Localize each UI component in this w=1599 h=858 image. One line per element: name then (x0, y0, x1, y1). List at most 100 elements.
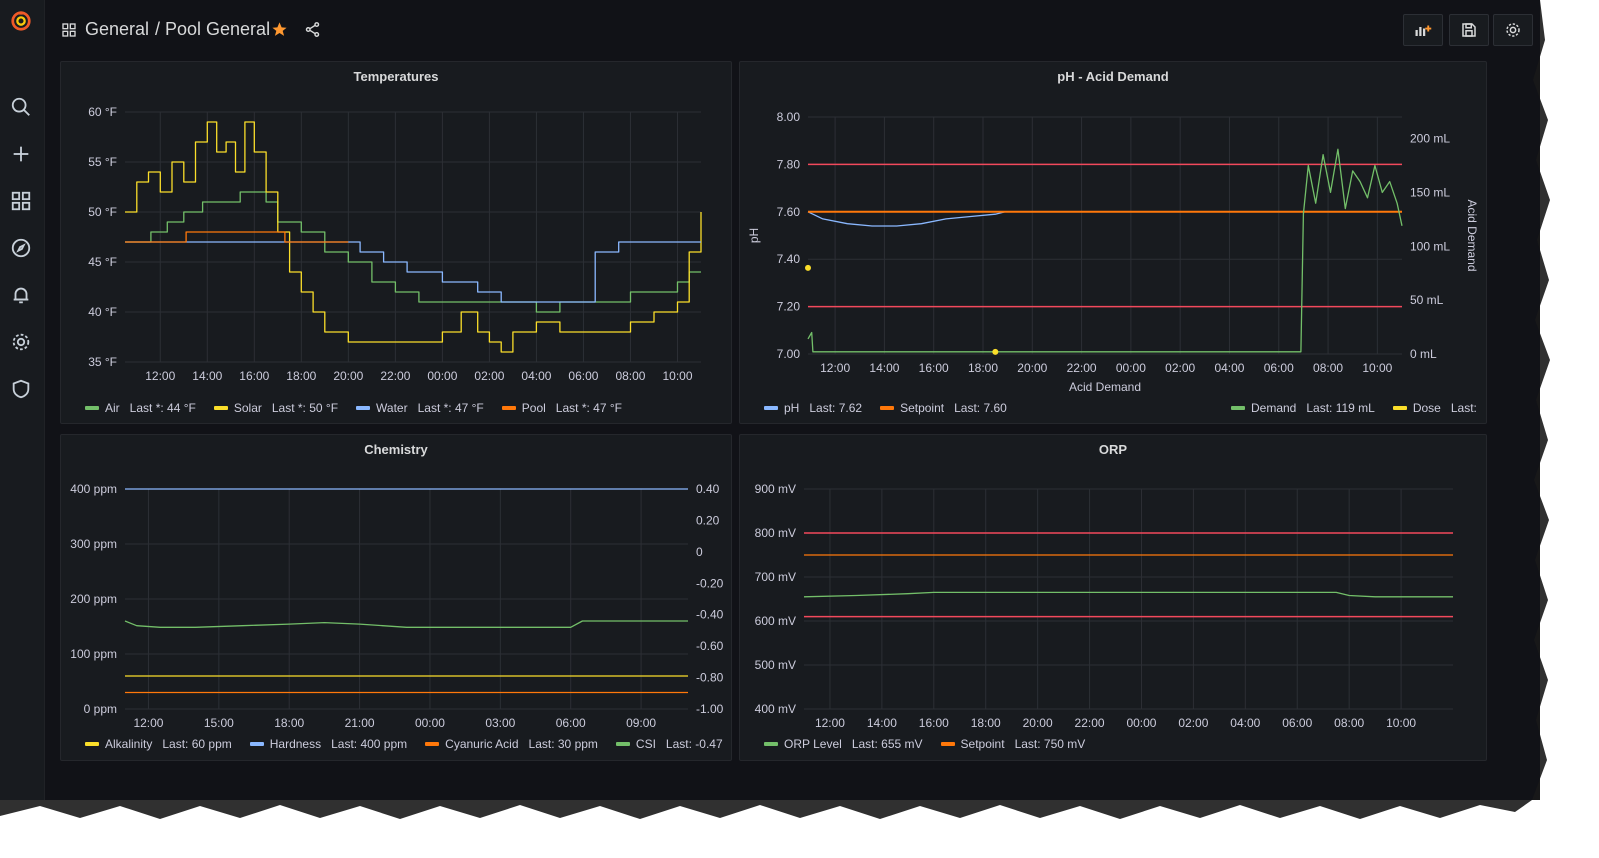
x-axis-label: Acid Demand (1069, 380, 1141, 394)
save-dashboard-button[interactable] (1449, 14, 1489, 46)
configuration-icon[interactable] (8, 329, 34, 355)
y2-axis-label: Acid Demand (1465, 199, 1479, 271)
legend-item-water[interactable]: Water Last *: 47 °F (356, 401, 484, 415)
legend-name: Setpoint (900, 401, 945, 415)
y2-tick-label: 0 mL (1410, 347, 1437, 361)
legend-last: Last *: 47 °F (555, 401, 622, 415)
legend-swatch (85, 742, 99, 746)
alerting-icon[interactable] (8, 282, 34, 308)
x-tick-label: 02:00 (1165, 361, 1195, 375)
legend-name: ORP Level (784, 737, 842, 751)
breadcrumb-dashboard-title[interactable]: Pool General (165, 19, 271, 39)
explore-icon[interactable] (8, 235, 34, 261)
orp-chart: 400 mV 500 mV 600 mV 700 mV 800 mV 900 mV 12:0… (755, 482, 1453, 730)
legend-item-setpoint[interactable]: Setpoint Last: 750 mV (940, 737, 1086, 751)
add-panel-icon (1415, 25, 1432, 36)
legend-item-pool[interactable]: Pool Last *: 47 °F (501, 401, 622, 415)
legend-name: Setpoint (960, 737, 1005, 751)
x-tick-label: 16:00 (919, 361, 949, 375)
y2-tick-label: -0.20 (696, 576, 724, 590)
shield-icon[interactable] (8, 376, 34, 402)
legend-name: Water (376, 401, 408, 415)
chemistry-panel[interactable]: Chemistry 0 ppm 100 ppm 200 ppm 300 ppm 400 … (60, 434, 732, 761)
y-tick-label: 60 °F (88, 105, 117, 119)
y-tick-label: 200 ppm (70, 592, 117, 606)
x-tick-label: 10:00 (1362, 361, 1392, 375)
legend-swatch (940, 742, 955, 746)
x-tick-label: 20:00 (1023, 716, 1053, 730)
x-tick-label: 12:00 (815, 716, 845, 730)
legend-item-air[interactable]: Air Last *: 44 °F (85, 401, 196, 415)
legend-name: pH (784, 401, 800, 415)
x-tick-label: 04:00 (1230, 716, 1260, 730)
legend-item-demand[interactable]: Demand Last: 119 mL (1231, 401, 1375, 415)
y-tick-label: 900 mV (755, 482, 796, 496)
legend-swatch (764, 406, 778, 410)
temperatures-panel[interactable]: Temperatures 35 °F 40 °F 45 °F 50 °F 55 °F 60… (60, 61, 732, 424)
dose-point (992, 348, 999, 355)
x-tick-label: 14:00 (867, 716, 897, 730)
y-tick-label: 300 ppm (70, 537, 117, 551)
star-icon[interactable] (271, 21, 288, 38)
x-tick-label: 16:00 (239, 369, 269, 383)
legend-item-dose[interactable]: Dose Last: (1392, 401, 1477, 415)
legend-swatch (615, 742, 630, 746)
legend-name: Air (105, 401, 120, 415)
dashboard-grid-icon (62, 23, 76, 37)
legend-item-hardness[interactable]: Hardness Last: 400 ppm (249, 737, 407, 751)
x-tick-label: 06:00 (568, 369, 598, 383)
x-tick-label: 00:00 (1116, 361, 1146, 375)
plus-icon[interactable] (8, 141, 34, 167)
y-tick-label: 55 °F (88, 155, 117, 169)
x-tick-label: 22:00 (380, 369, 410, 383)
series-orp-level (803, 591, 1453, 598)
x-tick-label: 18:00 (968, 361, 998, 375)
breadcrumb-folder[interactable]: General (85, 19, 150, 39)
legend-last: Last: 655 mV (851, 737, 923, 751)
y-tick-label: 0 ppm (84, 702, 117, 716)
legend-swatch (1392, 406, 1407, 410)
legend-item-solar[interactable]: Solar Last *: 50 °F (213, 401, 338, 415)
legend-item-csi[interactable]: CSI Last: -0.47 (615, 737, 723, 751)
legend-last: Last: 750 mV (1014, 737, 1086, 751)
x-tick-label: 22:00 (1067, 361, 1097, 375)
legend-item-setpoint[interactable]: Setpoint Last: 7.60 (880, 401, 1007, 415)
x-tick-label: 08:00 (1334, 716, 1364, 730)
search-icon[interactable] (8, 94, 34, 120)
x-tick-label: 02:00 (474, 369, 504, 383)
y-tick-label: 400 mV (755, 702, 796, 716)
ph-acid-demand-panel[interactable]: pH - Acid Demand 7.00 7.20 7.40 7.60 7.80 8.0… (739, 61, 1487, 424)
grafana-logo-icon[interactable] (8, 8, 34, 34)
share-icon[interactable] (304, 21, 321, 38)
y-tick-label: 700 mV (755, 570, 796, 584)
legend-last: Last: (1450, 401, 1477, 415)
x-tick-label: 04:00 (521, 369, 551, 383)
x-tick-label: 12:00 (145, 369, 175, 383)
legend-item-ph[interactable]: pH Last: 7.62 (764, 401, 862, 415)
x-tick-label: 10:00 (662, 369, 692, 383)
series-ph (807, 211, 1006, 227)
grafana-app: General / Pool General Temperatures 35 °… (0, 0, 1540, 800)
y-tick-label: 800 mV (755, 526, 796, 540)
legend-swatch (425, 742, 440, 746)
add-panel-button[interactable] (1403, 14, 1443, 46)
legend-item-cyanuric-acid[interactable]: Cyanuric Acid Last: 30 ppm (425, 737, 598, 751)
legend-item-alkalinity[interactable]: Alkalinity Last: 60 ppm (85, 737, 232, 751)
y2-tick-label: 200 mL (1410, 132, 1450, 146)
legend-name: Dose (1412, 401, 1441, 415)
y2-tick-label: 0.40 (696, 482, 720, 496)
x-tick-label: 14:00 (192, 369, 222, 383)
chemistry-chart: 0 ppm 100 ppm 200 ppm 300 ppm 400 ppm -1.00 -0… (70, 482, 724, 730)
x-tick-label: 03:00 (485, 716, 515, 730)
legend-swatch (764, 742, 778, 746)
legend-name: Solar (233, 401, 262, 415)
legend-swatch (85, 406, 99, 410)
dashboards-icon[interactable] (8, 188, 34, 214)
dashboard-settings-button[interactable] (1493, 14, 1533, 46)
sidebar (0, 0, 45, 800)
legend-item-orp-level[interactable]: ORP Level Last: 655 mV (764, 737, 923, 751)
y-tick-label: 35 °F (88, 355, 117, 369)
orp-panel[interactable]: ORP 400 mV 500 mV 600 mV 700 mV 800 mV 900 mV… (739, 434, 1487, 761)
y-tick-label: 45 °F (88, 255, 117, 269)
legend-last: Last: 30 ppm (528, 737, 598, 751)
